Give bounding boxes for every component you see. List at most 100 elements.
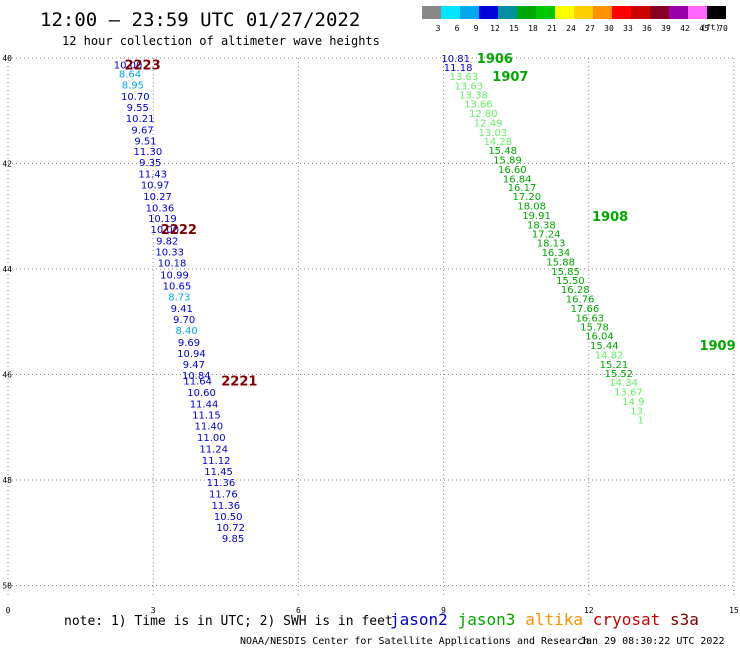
- data-label: 10.50: [214, 512, 243, 523]
- scale-swatch: [669, 6, 688, 19]
- data-label: 11.30: [134, 147, 163, 158]
- scale-swatch: [498, 6, 517, 19]
- data-label: 13.63: [450, 72, 479, 83]
- scale-swatch: [631, 6, 650, 19]
- scale-label: 39: [661, 24, 671, 33]
- pass-label: 1906: [477, 52, 513, 67]
- data-label: 8.40: [175, 326, 197, 337]
- scale-label: 9: [474, 24, 479, 33]
- scale-swatch: [536, 6, 555, 19]
- data-label: 13.63: [454, 81, 483, 92]
- data-label: 10.81: [441, 54, 470, 65]
- data-label: 11.45: [204, 467, 233, 478]
- scale-swatch: [517, 6, 536, 19]
- satellite-name: altika: [525, 610, 583, 629]
- satellite-name: s3a: [670, 610, 699, 629]
- satellite-name: cryosat: [593, 610, 660, 629]
- data-label: 16.17: [508, 183, 537, 194]
- data-label: 14.82: [595, 350, 624, 361]
- data-label: 15.89: [493, 155, 522, 166]
- data-label: 10.70: [121, 92, 150, 103]
- x-tick-label: 6: [296, 606, 301, 615]
- scale-swatch: [593, 6, 612, 19]
- scale-label: 36: [642, 24, 652, 33]
- pass-label: 1909: [699, 339, 735, 354]
- data-label: 9.51: [134, 136, 156, 147]
- data-label: 18.38: [527, 221, 556, 232]
- pass-labels: 2223 2222 2221 1906 1907 1908 1909: [124, 52, 735, 389]
- scale-swatch: [574, 6, 593, 19]
- data-label: 15.44: [590, 341, 619, 352]
- data-label: 10.00: [150, 225, 179, 236]
- y-tick-label: 50: [2, 581, 12, 590]
- pass-label: 2222: [161, 223, 197, 238]
- pass-label: 2223: [124, 58, 160, 73]
- scale-swatch: [707, 6, 726, 19]
- x-tick-label: 3: [151, 606, 156, 615]
- data-label: 10.33: [155, 248, 184, 259]
- data-label: 12.80: [469, 109, 498, 120]
- data-label: 15.52: [604, 369, 633, 380]
- chart-subtitle: 12 hour collection of altimeter wave hei…: [62, 34, 380, 48]
- data-label: 15.50: [556, 276, 585, 287]
- scale-label: 18: [528, 24, 538, 33]
- x-tick-label: 15: [729, 606, 739, 615]
- y-tick-label: 40: [2, 54, 12, 63]
- data-label: 10.60: [187, 388, 216, 399]
- data-label: 18.13: [537, 239, 566, 250]
- footer-timestamp: Jan 29 08:30:22 UTC 2022: [580, 636, 725, 647]
- scale-label: 12: [490, 24, 500, 33]
- data-label: 14.28: [483, 137, 512, 148]
- data-label: 16.63: [575, 314, 604, 325]
- data-label: 11.12: [202, 456, 231, 467]
- scale-label: 21: [547, 24, 557, 33]
- scale-label: 24: [566, 24, 576, 33]
- data-label: 10.84: [182, 371, 211, 382]
- pass-label: 2221: [221, 374, 257, 389]
- data-label: 11.15: [192, 411, 221, 422]
- color-scale-legend: 3 6 9 12 15 18 21 24 27 30 33 36 39 42 45 70: [422, 6, 728, 33]
- data-label: 11.40: [195, 422, 224, 433]
- data-label: 11.36: [207, 478, 236, 489]
- data-label: 9.69: [178, 338, 200, 349]
- data-label: 15.48: [488, 146, 517, 157]
- data-label: 9.55: [127, 103, 149, 114]
- scale-swatch: [479, 6, 498, 19]
- scale-swatch: [688, 6, 707, 19]
- data-label: 11.76: [209, 490, 238, 501]
- data-label: 10.99: [160, 270, 189, 281]
- y-tick-label: 44: [2, 265, 12, 274]
- data-label: 9.35: [139, 158, 161, 169]
- scale-label: 15: [509, 24, 519, 33]
- scale-swatch: [612, 6, 631, 19]
- y-axis-ticks: 40 42 44 46 48 50: [2, 54, 12, 590]
- scale-label: 33: [623, 24, 633, 33]
- data-label: 11.00: [197, 433, 226, 444]
- scale-label: 27: [585, 24, 595, 33]
- data-label: 9.47: [183, 360, 205, 371]
- data-label: 9.82: [156, 236, 178, 247]
- scale-swatch: [555, 6, 574, 19]
- data-label: 11.43: [138, 170, 167, 181]
- data-label: 19.91: [522, 211, 551, 222]
- data-label: 16.60: [498, 165, 527, 176]
- satellite-name: jason2: [390, 610, 448, 629]
- data-label: 13.38: [459, 90, 488, 101]
- data-label: 11.24: [199, 444, 228, 455]
- data-label: 10.19: [148, 214, 177, 225]
- data-label: 11.64: [183, 376, 212, 387]
- satellite-legend: jason2 jason3 altika cryosat s3a: [390, 610, 699, 629]
- scale-label: 30: [604, 24, 614, 33]
- data-label: 11.36: [211, 501, 240, 512]
- footer-credit: NOAA/NESDIS Center for Satellite Applica…: [240, 636, 589, 647]
- x-tick-label: 0: [6, 606, 11, 615]
- data-label: 14.9: [622, 397, 644, 408]
- data-label: 1: [637, 415, 643, 426]
- data-label: 13.66: [464, 99, 493, 110]
- data-label: 10.65: [163, 281, 192, 292]
- data-label: 9.41: [171, 304, 193, 315]
- data-label: 8.95: [122, 80, 144, 91]
- data-label: 17.20: [513, 192, 542, 203]
- scale-swatch: [422, 6, 441, 19]
- data-label: 9.70: [173, 315, 195, 326]
